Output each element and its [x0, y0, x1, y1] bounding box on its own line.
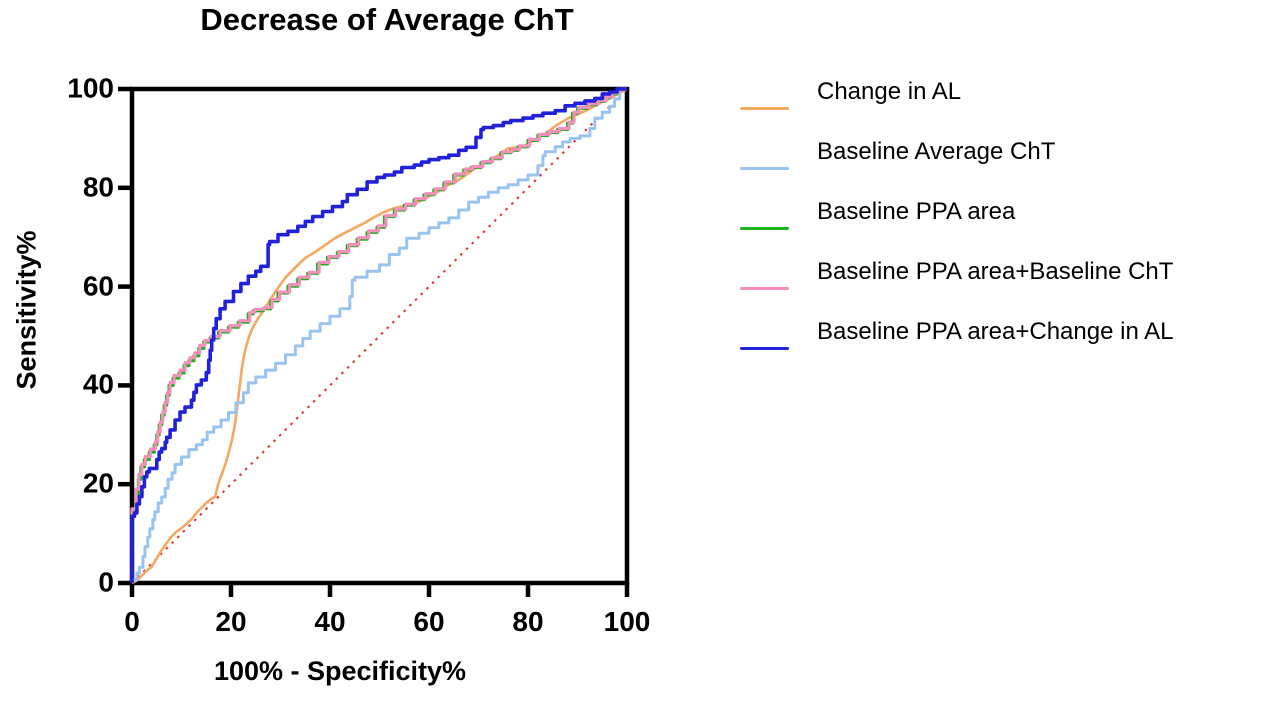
legend-label: Change in AL: [817, 78, 962, 105]
y-tick-label-20: 20: [82, 467, 114, 499]
legend-item-change-in-al: Change in AL: [740, 74, 1260, 134]
x-tick-label-20: 20: [215, 606, 247, 637]
legend-item-baseline-ppa-area-baseline-cht: Baseline PPA area+Baseline ChT: [740, 254, 1260, 314]
y-tick-label-40: 40: [82, 368, 114, 400]
y-axis-ticks: [118, 86, 132, 586]
reference-line-chance-diagonal: [131, 88, 628, 584]
legend-label: Baseline Average ChT: [817, 138, 1056, 165]
roc-curve-baseline-average-cht: [130, 87, 627, 583]
legend-item-baseline-ppa-area: Baseline PPA area: [740, 194, 1260, 254]
x-tick-label-40: 40: [314, 606, 346, 637]
legend-swatch-change-in-al: [740, 107, 789, 111]
legend-swatch-baseline-ppa-area-baseline-cht: [740, 287, 789, 291]
legend: Change in AL Baseline Average ChT Baseli…: [740, 74, 1260, 374]
y-tick-label-100: 100: [67, 72, 114, 104]
legend-swatch-baseline-average-cht: [740, 167, 789, 171]
roc-curve-baseline-ppa-area-baseline-cht: [130, 87, 627, 583]
x-tick-label-60: 60: [413, 606, 445, 637]
legend-item-baseline-average-cht: Baseline Average ChT: [740, 134, 1260, 194]
y-tick-label-80: 80: [82, 171, 114, 203]
chart-title: Decrease of Average ChT: [200, 2, 574, 37]
x-axis-title: 100% - Specificity%: [213, 656, 467, 686]
legend-swatch-baseline-ppa-area: [740, 227, 789, 231]
y-tick-label-0: 0: [98, 566, 114, 598]
legend-item-baseline-ppa-area-change-in-al: Baseline PPA area+Change in AL: [740, 314, 1260, 374]
x-tick-label-0: 0: [124, 606, 140, 637]
legend-label: Baseline PPA area: [817, 198, 1016, 225]
x-axis-ticks: [129, 583, 630, 597]
plot-frame: [129, 86, 630, 586]
x-tick-label-80: 80: [512, 606, 544, 637]
legend-label: Baseline PPA area+Baseline ChT: [817, 258, 1174, 285]
x-tick-label-100: 100: [603, 606, 651, 637]
roc-curves-group: [130, 87, 628, 585]
legend-label: Baseline PPA area+Change in AL: [817, 318, 1174, 345]
y-tick-label-60: 60: [82, 270, 114, 302]
legend-swatch-baseline-ppa-area-change-in-al: [740, 347, 789, 351]
roc-curve-baseline-ppa-area-change-in-al: [130, 87, 627, 583]
